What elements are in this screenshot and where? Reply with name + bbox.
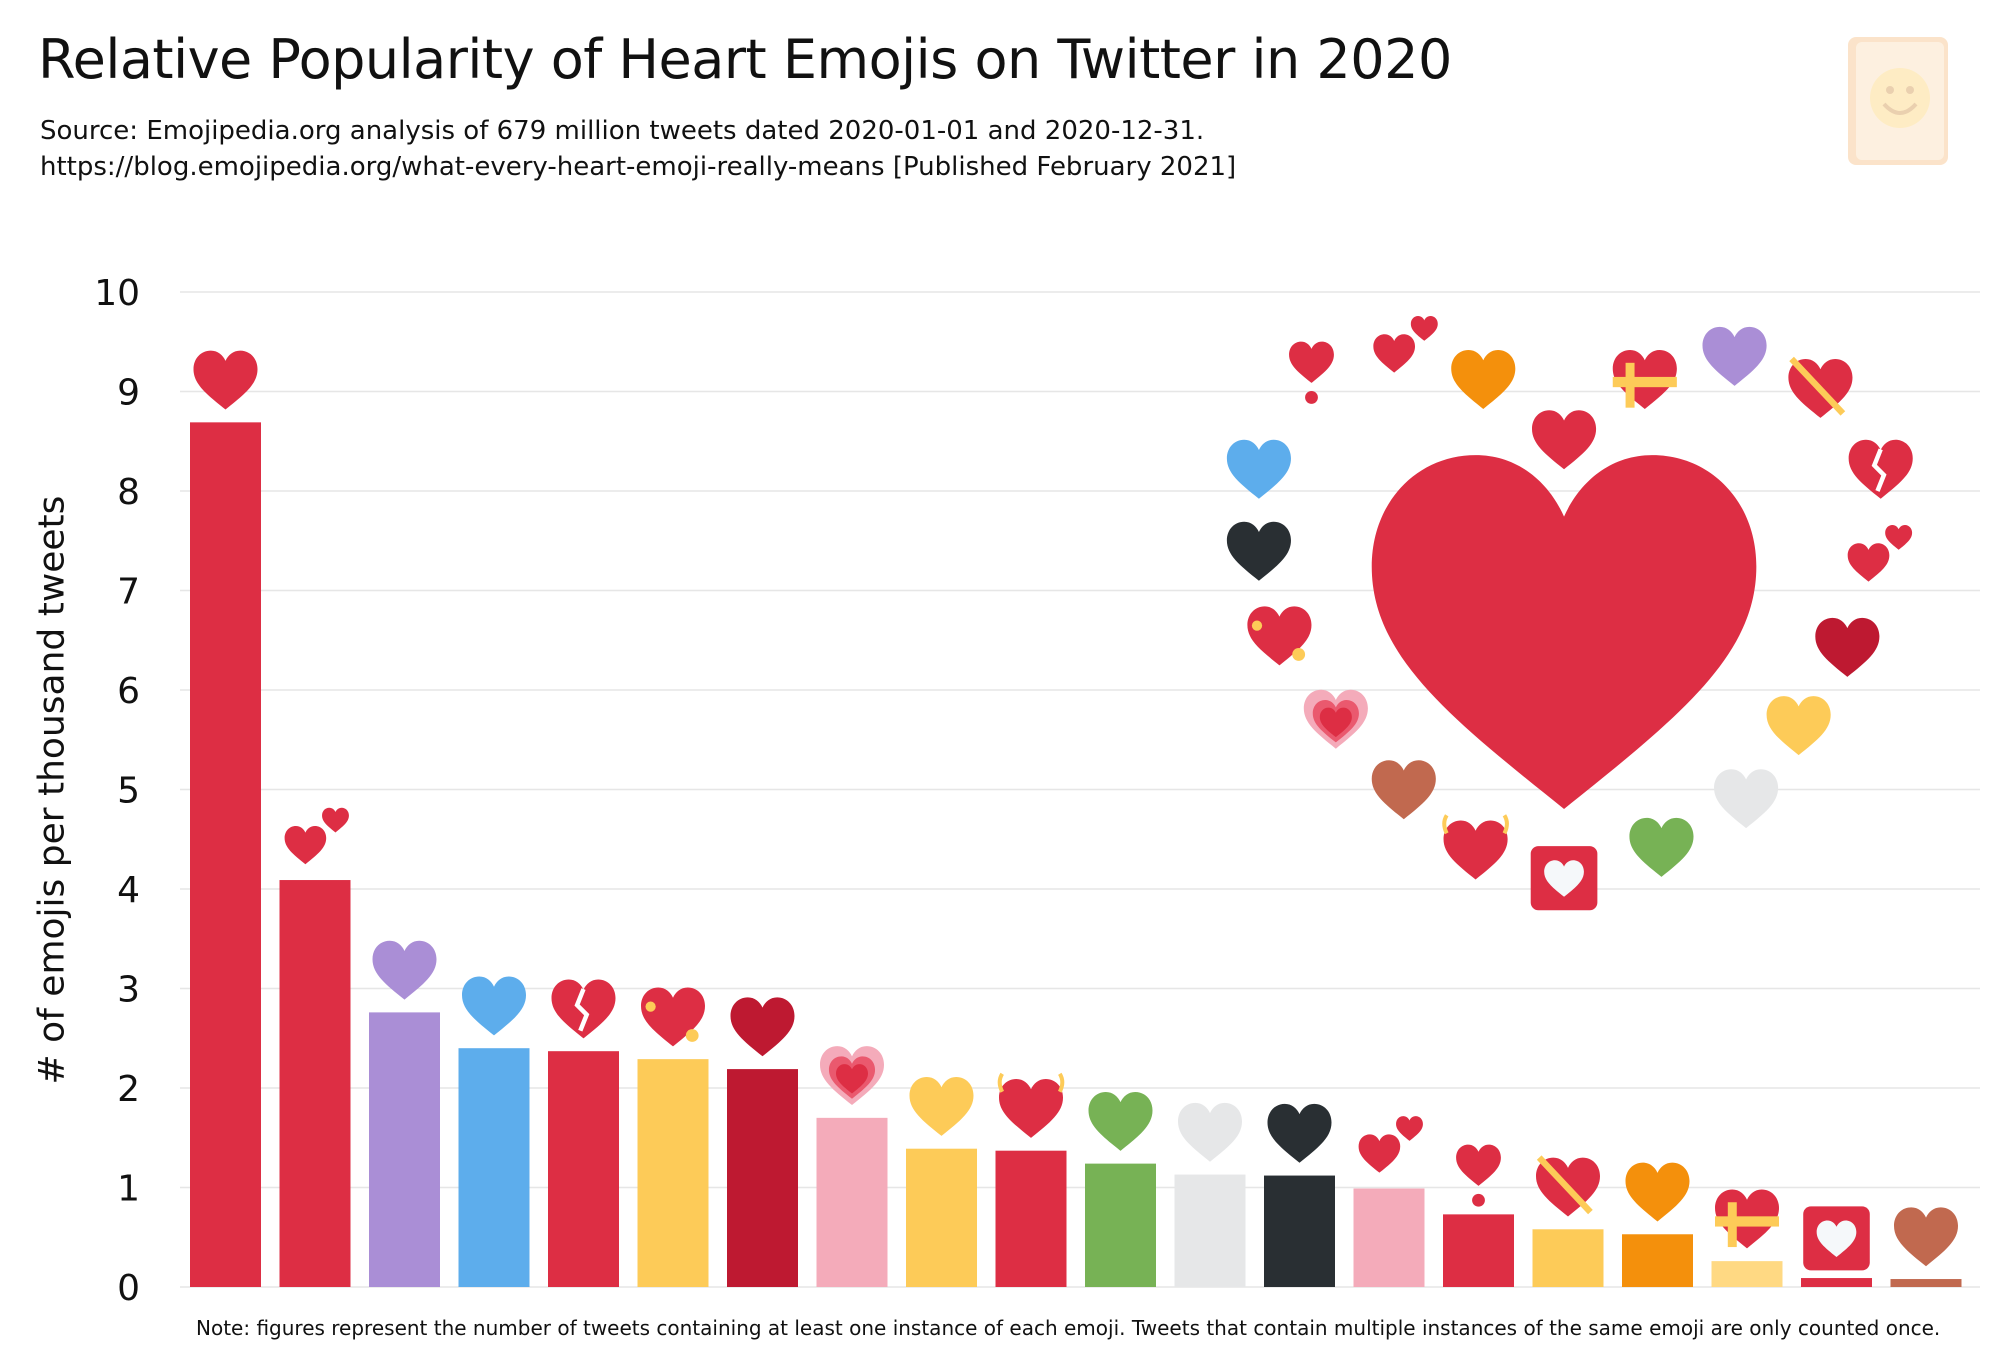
heart-with-ribbon-icon-ribbon	[1612, 376, 1677, 388]
blue-heart-icon	[1226, 439, 1291, 499]
green-heart-icon	[1088, 1091, 1153, 1151]
bar-white-heart	[1174, 1174, 1246, 1287]
y-tick-label: 3	[117, 970, 140, 1011]
broken-heart-icon-crack	[574, 988, 590, 1032]
heart-with-arrow-icon-arrow	[1536, 1155, 1593, 1215]
source-url: https://blog.emojipedia.org/what-every-h…	[40, 152, 1237, 182]
y-tick-label: 6	[117, 671, 140, 712]
y-tick-label: 1	[117, 1169, 140, 1210]
red-heart-icon	[1531, 410, 1597, 470]
revolving-hearts-icon-small	[1396, 1116, 1423, 1141]
heart-with-ribbon-icon-ribbon	[1715, 1216, 1779, 1227]
black-heart-icon	[1267, 1103, 1332, 1163]
bar-revolving-hearts	[1353, 1188, 1425, 1287]
two-hearts-icon-small	[1410, 316, 1438, 341]
beating-heart-icon-motion	[997, 1072, 1065, 1093]
y-tick-label: 8	[117, 472, 140, 513]
y-tick-label: 0	[117, 1268, 140, 1309]
footnote: Note: figures represent the number of tw…	[196, 1316, 1941, 1340]
white-heart-icon	[1714, 769, 1779, 829]
y-tick-label: 2	[117, 1069, 140, 1110]
y-tick-label: 5	[117, 771, 140, 812]
revolving-hearts-icon-small	[1885, 524, 1913, 550]
heart-suit-icon	[730, 997, 795, 1057]
heart-exclamation-icon	[1289, 341, 1334, 383]
broken-heart-icon-crack	[1871, 448, 1887, 492]
black-heart-icon	[1226, 521, 1291, 581]
bar-black-heart	[1264, 1175, 1335, 1287]
growing-heart-icon-core	[836, 1064, 868, 1094]
bar-purple-heart	[369, 1012, 440, 1287]
heart-decoration-icon-inner	[1816, 1220, 1857, 1257]
bar-two-hearts	[279, 880, 351, 1287]
bar-broken-heart	[548, 1051, 619, 1287]
blue-heart-icon	[462, 976, 526, 1036]
brown-heart-icon	[1371, 760, 1436, 820]
sparkling-heart-icon-sparkle	[1292, 648, 1306, 661]
bar-blue-heart	[458, 1048, 530, 1287]
big-red-heart-icon	[1371, 455, 1757, 809]
bar-heart-with-ribbon	[1711, 1261, 1783, 1287]
bar-beating-heart	[995, 1150, 1067, 1287]
white-heart-icon	[1178, 1102, 1242, 1162]
beating-heart-icon	[999, 1079, 1063, 1138]
y-tick-label: 4	[117, 870, 140, 911]
bar-heart-exclamation	[1443, 1214, 1514, 1287]
heart-exclamation-icon-dot	[1472, 1193, 1485, 1207]
purple-heart-icon	[1702, 326, 1767, 386]
heart-exclamation-icon-dot	[1305, 391, 1318, 404]
bar-yellow-heart	[906, 1148, 977, 1287]
heart-with-arrow-icon-arrow	[1789, 356, 1846, 416]
bar-growing-heart	[816, 1117, 888, 1287]
heart-decoration-icon-inner	[1544, 860, 1584, 897]
bar-red-heart	[190, 422, 261, 1288]
sparkling-heart-icon-sparkle	[645, 1001, 656, 1012]
bar-heart-suit	[727, 1069, 798, 1287]
beating-heart-icon-motion	[1442, 814, 1509, 835]
bar-heart-with-arrow	[1532, 1229, 1604, 1287]
y-tick-label: 9	[117, 373, 140, 414]
sparkling-heart-icon-sparkle	[685, 1029, 699, 1042]
green-heart-icon	[1629, 817, 1694, 877]
bar-sparkling-heart	[637, 1059, 709, 1287]
y-tick-label: 7	[117, 572, 140, 613]
yellow-heart-icon	[1766, 696, 1831, 756]
orange-heart-icon	[1625, 1162, 1690, 1222]
heart-exclamation-icon	[1456, 1144, 1501, 1186]
emojipedia-logo-icon	[1848, 37, 1948, 165]
bar-orange-heart	[1622, 1234, 1693, 1287]
chart-title: Relative Popularity of Heart Emojis on T…	[38, 28, 1452, 91]
source-text: Source: Emojipedia.org analysis of 679 m…	[40, 116, 1205, 146]
revolving-hearts-icon	[1847, 543, 1890, 582]
orange-heart-icon	[1451, 349, 1516, 409]
y-tick-label: 10	[94, 273, 140, 314]
revolving-hearts-icon	[1358, 1134, 1401, 1173]
beating-heart-icon	[1443, 820, 1508, 880]
brown-heart-icon	[1894, 1207, 1958, 1267]
bar-brown-heart	[1890, 1279, 1962, 1287]
yellow-heart-icon	[909, 1077, 974, 1136]
sparkling-heart-icon-sparkle	[1251, 620, 1263, 631]
heart-with-ribbon-icon-ribbon	[1727, 1202, 1737, 1248]
bar-green-heart	[1085, 1163, 1156, 1287]
two-hearts-icon	[284, 825, 327, 865]
purple-heart-icon	[372, 940, 437, 1000]
two-hearts-icon	[1373, 334, 1416, 373]
heart-with-ribbon-icon-ribbon	[1625, 362, 1635, 408]
heart-suit-icon	[1815, 617, 1880, 677]
two-hearts-icon-small	[322, 807, 349, 833]
bar-heart-decoration	[1801, 1278, 1872, 1287]
red-heart-icon	[193, 350, 258, 410]
growing-heart-icon-core	[1319, 707, 1352, 738]
